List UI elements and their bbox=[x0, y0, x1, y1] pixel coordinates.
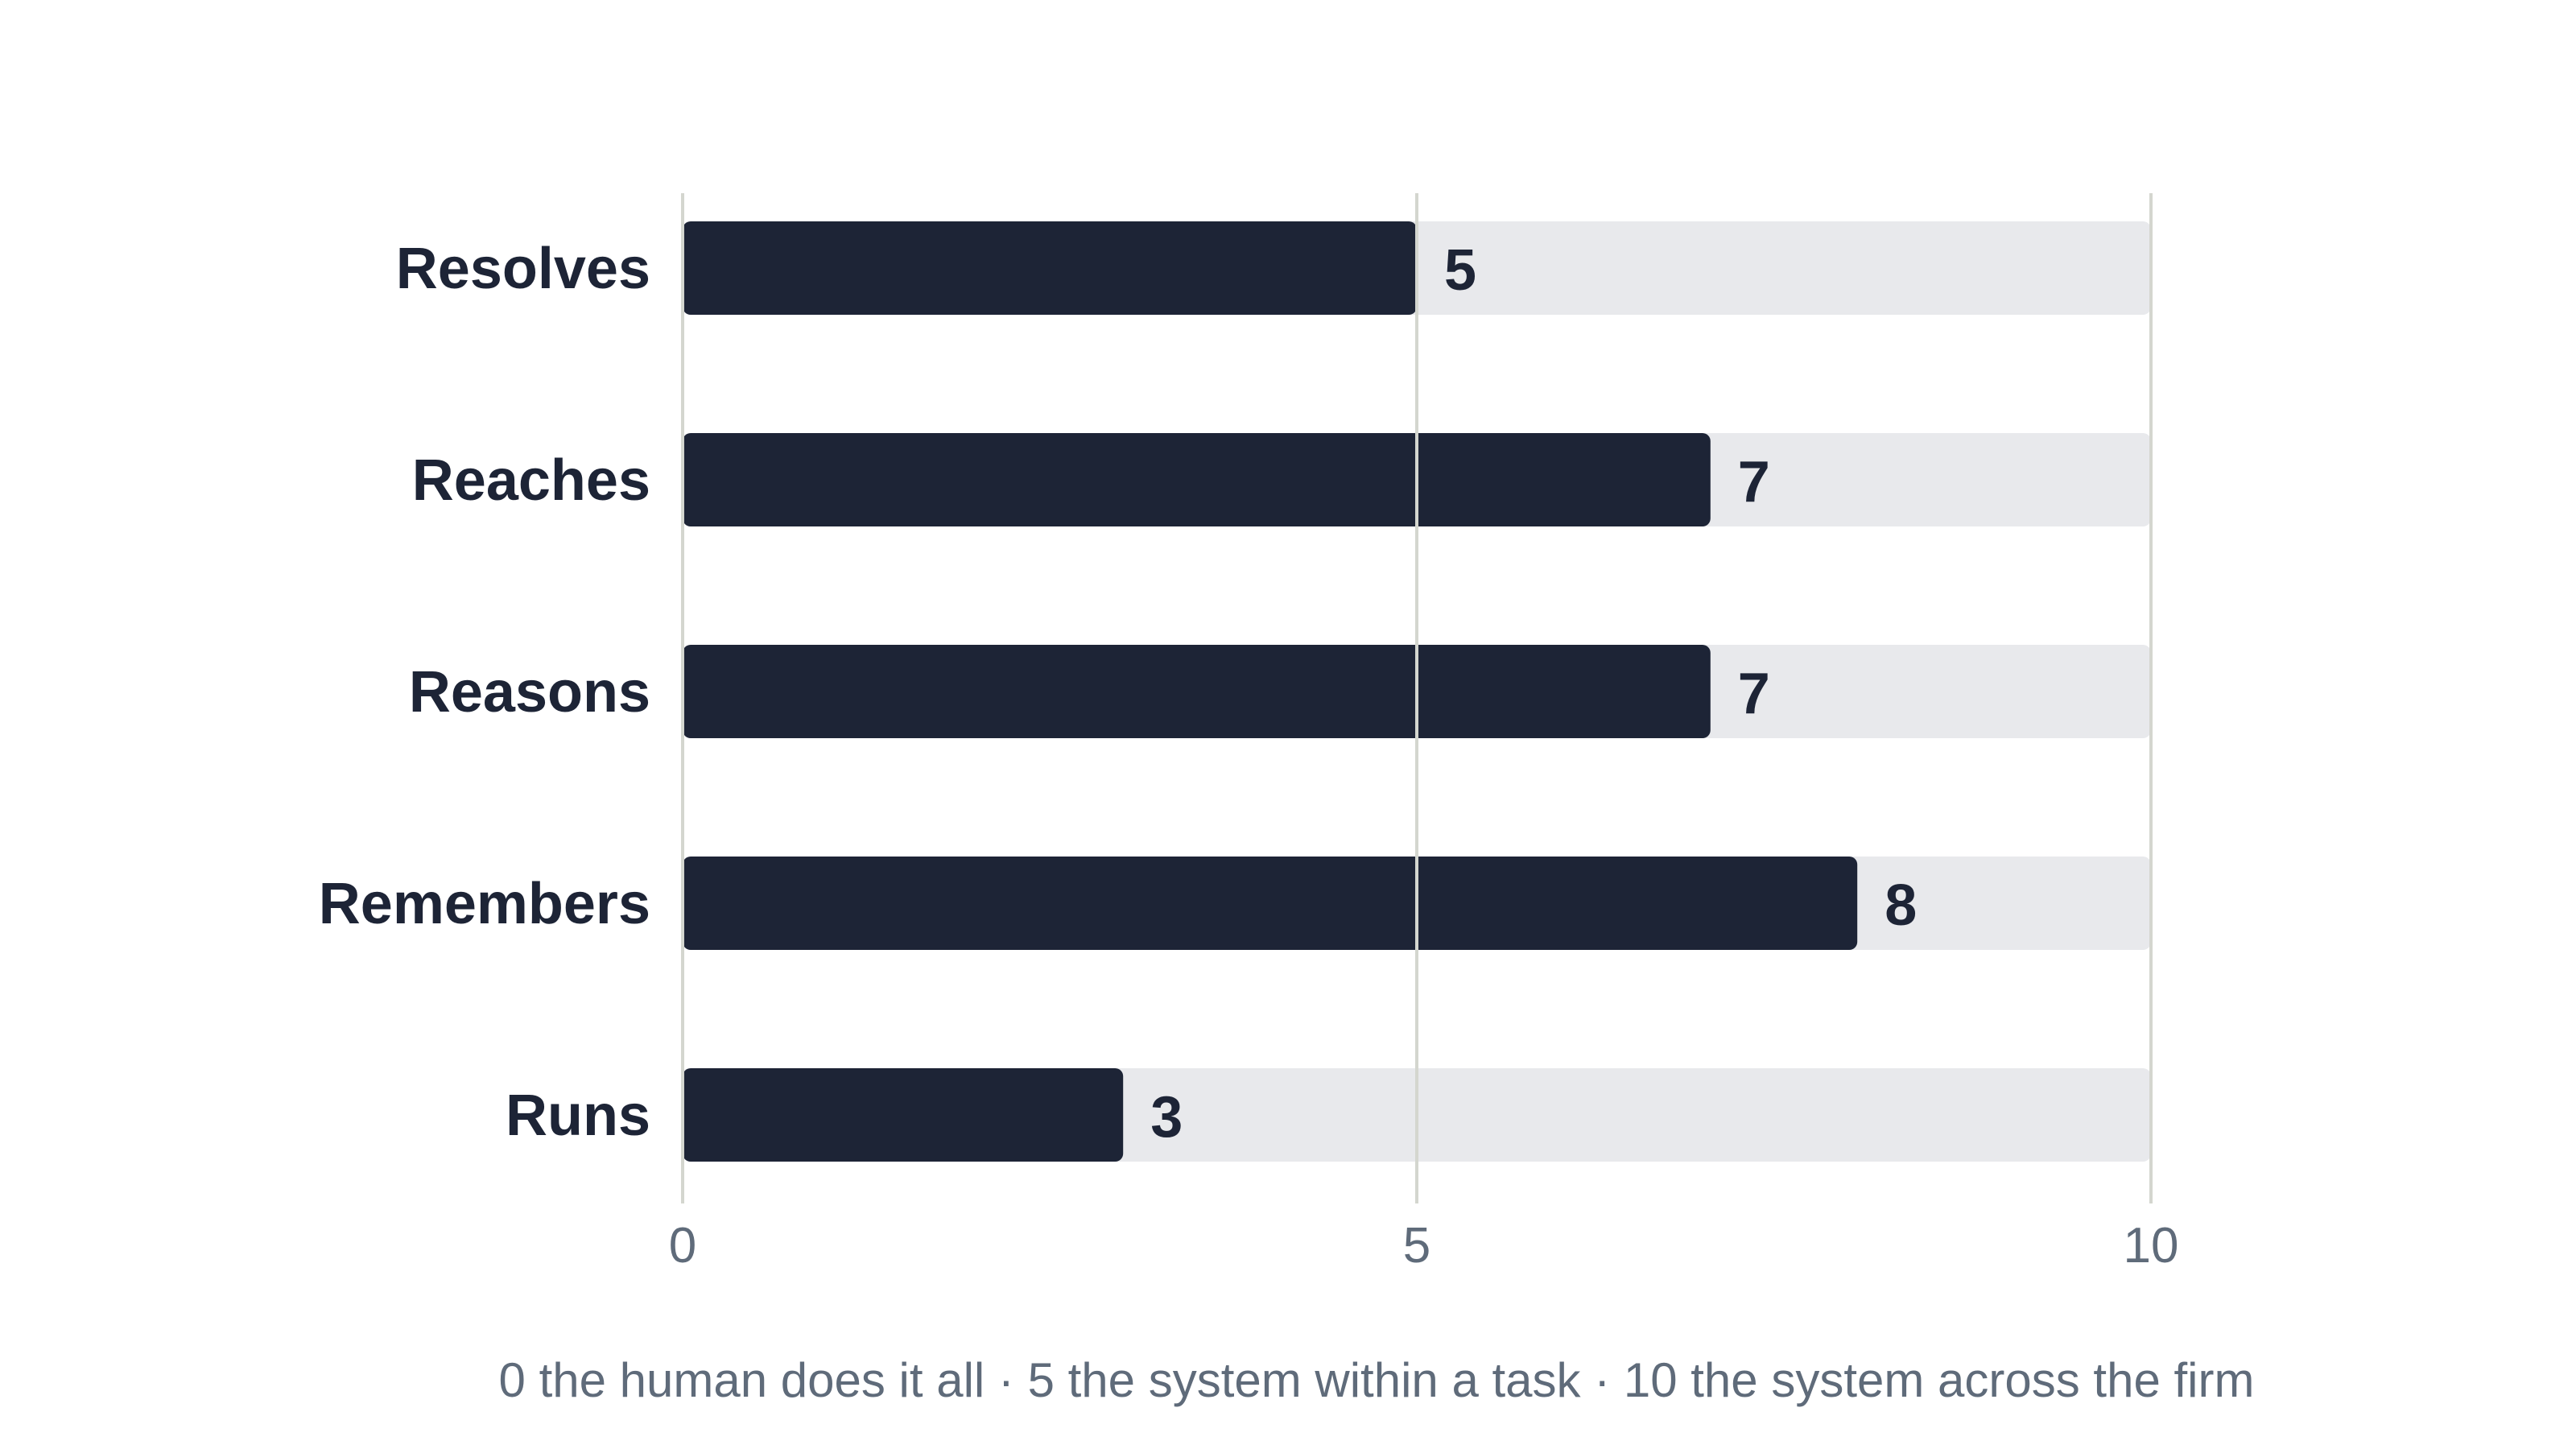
category-label-runs: Runs bbox=[506, 1084, 650, 1148]
x-tick-label-5: 5 bbox=[1403, 1218, 1430, 1274]
value-label-reaches: 7 bbox=[1738, 450, 1770, 514]
category-label-reaches: Reaches bbox=[412, 448, 650, 513]
bar-reasons bbox=[683, 645, 1711, 738]
value-label-runs: 3 bbox=[1150, 1085, 1183, 1150]
bar-reaches bbox=[683, 433, 1711, 526]
value-label-reasons: 7 bbox=[1738, 662, 1770, 726]
chart-caption: 0 the human does it all · 5 the system w… bbox=[499, 1353, 2255, 1407]
category-label-remembers: Remembers bbox=[319, 872, 650, 936]
category-label-reasons: Reasons bbox=[409, 660, 650, 724]
bar-remembers bbox=[683, 857, 1858, 950]
x-tick-label-0: 0 bbox=[669, 1218, 696, 1274]
category-labels: Resolves Reaches Reasons Remembers Runs bbox=[319, 237, 650, 1148]
bars bbox=[683, 221, 1858, 1162]
value-label-remembers: 8 bbox=[1885, 873, 1917, 938]
bar-resolves bbox=[683, 221, 1417, 315]
gridlines bbox=[681, 193, 2153, 1203]
value-labels: 5 7 7 8 3 bbox=[1150, 238, 1917, 1150]
category-label-resolves: Resolves bbox=[396, 237, 650, 301]
x-tick-label-10: 10 bbox=[2124, 1218, 2179, 1274]
bar-runs bbox=[683, 1068, 1124, 1162]
x-axis-ticks: 0 5 10 bbox=[669, 1218, 2179, 1274]
value-label-resolves: 5 bbox=[1444, 238, 1476, 303]
